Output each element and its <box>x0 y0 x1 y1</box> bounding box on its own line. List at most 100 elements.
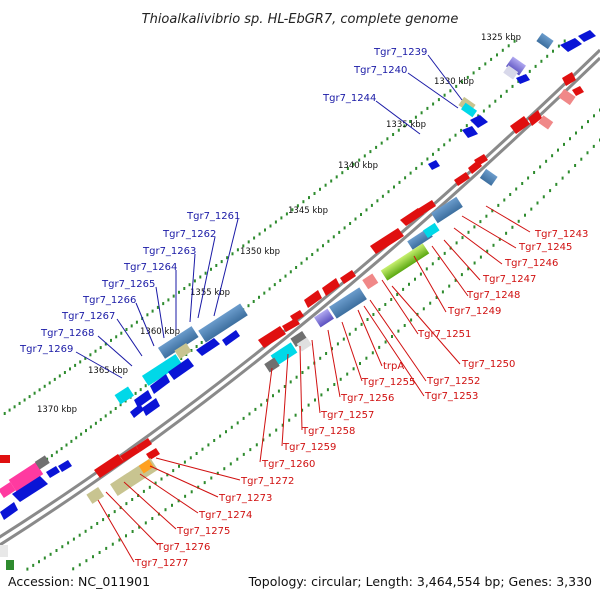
tick-dot <box>138 525 141 529</box>
tick-dot <box>409 120 412 123</box>
tick-dot <box>199 275 202 279</box>
feature-box <box>138 459 154 474</box>
forward-strand-features <box>0 30 596 570</box>
tick-dot <box>325 352 328 355</box>
tick-dot <box>180 357 183 360</box>
tick-dot <box>335 175 338 179</box>
tick-dot <box>378 345 381 349</box>
gene-label: Tgr7_1247 <box>482 274 536 285</box>
feature-box <box>431 196 463 224</box>
map-title: Thioalkalivibrio sp. HL-EbGR7, complete … <box>142 12 459 27</box>
gene-label: Tgr7_1243 <box>534 229 588 240</box>
gene-label: Tgr7_1275 <box>176 526 230 537</box>
tick-dot <box>479 220 482 224</box>
tick-dot <box>274 220 277 224</box>
gene-label: Tgr7_1239 <box>373 47 427 58</box>
tick-dot <box>94 349 97 353</box>
gene-arrow <box>0 502 18 520</box>
kbp-marker: 1365 kbp <box>88 366 128 376</box>
tick-dot <box>296 204 299 208</box>
gene-label: Tgr7_1249 <box>447 306 501 317</box>
tick-dot <box>193 279 196 283</box>
tick-dot <box>426 106 429 110</box>
tick-dot <box>311 253 314 256</box>
tick-dot <box>549 189 552 193</box>
tick-dot <box>49 552 52 556</box>
gene-arrow <box>462 126 478 138</box>
gene-label: Tgr7_1260 <box>261 459 315 470</box>
tick-dot <box>488 104 491 108</box>
tick-dot <box>144 384 147 388</box>
tick-dot <box>403 124 406 128</box>
tick-dot <box>63 371 66 374</box>
gene-arrow <box>416 200 436 216</box>
tick-dot <box>425 267 428 271</box>
tick-dot <box>70 439 73 443</box>
tick-dot <box>501 48 504 52</box>
tick-dot <box>89 425 92 429</box>
tick-dot <box>38 388 41 392</box>
tick-dot <box>384 340 387 344</box>
tick-dot <box>486 249 489 253</box>
tick-dot <box>511 84 514 88</box>
tick-dot <box>8 408 11 412</box>
tick-dot <box>125 328 128 331</box>
tick-dot <box>110 338 112 342</box>
tick-dot <box>409 171 412 175</box>
gene-label: Tgr7_1245 <box>518 242 572 253</box>
tick-dot <box>507 44 510 48</box>
feature-box <box>114 386 134 405</box>
tick-dot <box>473 225 476 229</box>
tick-rings <box>3 39 600 571</box>
tick-dot <box>530 207 533 211</box>
gene-arrow <box>120 446 140 462</box>
tick-dot <box>343 226 346 230</box>
tick-dot <box>177 499 180 503</box>
tick-dot <box>258 232 261 236</box>
gene-arrow <box>136 438 152 452</box>
tick-dot <box>172 294 175 298</box>
gene-arrow <box>470 115 488 128</box>
gene-arrow <box>134 390 152 408</box>
tick-dot <box>279 278 282 282</box>
gene-arrow <box>562 72 576 86</box>
tick-dot <box>166 473 169 477</box>
tick-dot <box>263 291 266 295</box>
tick-dot <box>437 148 440 152</box>
tick-dot <box>300 261 303 265</box>
tick-dot <box>403 324 406 327</box>
tick-dot <box>190 349 193 352</box>
tick-dot <box>555 182 558 186</box>
gene-arrow <box>150 374 170 394</box>
gene-arrow <box>304 290 322 308</box>
gene-label: Tgr7_1266 <box>82 295 136 306</box>
tick-dot <box>225 430 227 434</box>
genome-summary-text: Topology: circular; Length: 3,464,554 bp… <box>248 574 592 589</box>
tick-dot <box>580 157 583 161</box>
tick-dot <box>527 176 530 180</box>
tick-dot <box>118 538 121 542</box>
tick-dot <box>460 128 463 132</box>
tick-dot <box>336 342 339 346</box>
tick-dot <box>146 313 149 317</box>
tick-dot <box>478 67 481 70</box>
tick-dot <box>533 171 536 174</box>
tick-dot <box>48 381 51 385</box>
feature-box <box>329 287 367 319</box>
gene-arrow <box>258 326 286 348</box>
tick-dot <box>479 255 482 259</box>
tick-dot <box>492 243 495 247</box>
tick-dot <box>302 200 305 204</box>
kbp-marker: 1335 kbp <box>386 120 426 130</box>
tick-dot <box>160 477 163 481</box>
tick-dot <box>28 395 31 399</box>
tick-dot <box>294 413 297 417</box>
tick-dot <box>496 53 498 57</box>
tick-dot <box>139 388 142 392</box>
tick-dot <box>13 405 16 409</box>
gene-label: Tgr7_1263 <box>142 246 196 257</box>
tick-dot <box>307 403 310 407</box>
tick-dot <box>111 542 114 546</box>
red-leader-lines <box>97 205 531 563</box>
tick-dot <box>114 407 117 410</box>
